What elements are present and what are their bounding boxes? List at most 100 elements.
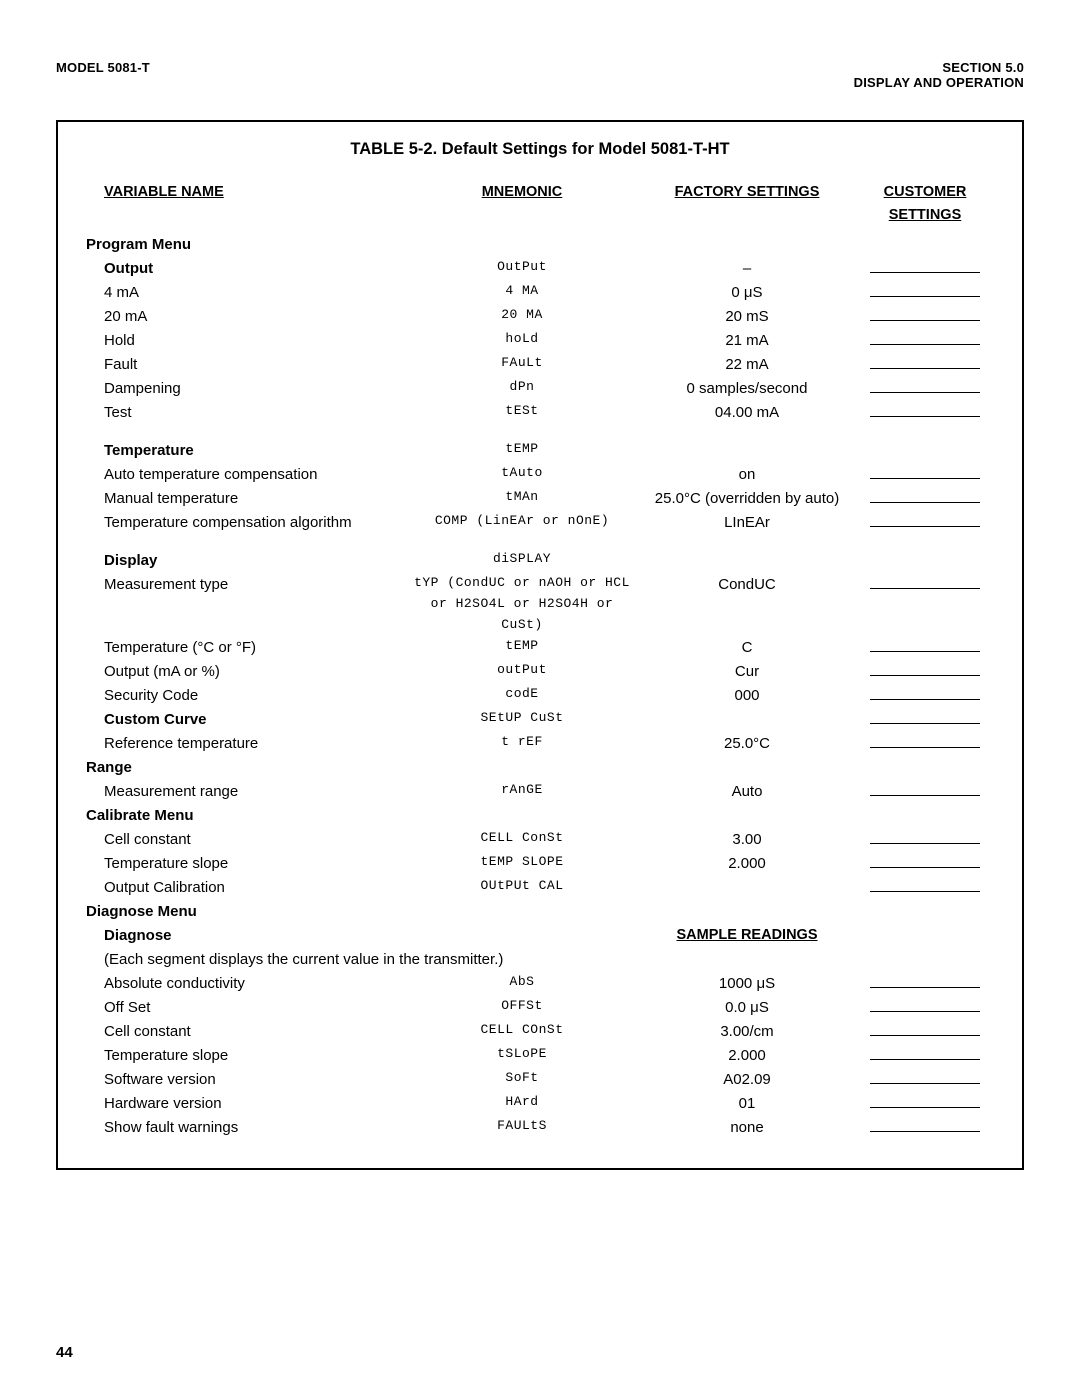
blank-line (870, 1070, 980, 1084)
mnemonic-cell: tEMP SLOPE (406, 852, 646, 873)
col-header-factory: FACTORY SETTINGS (646, 181, 856, 204)
factory-cell: 3.00/cm (646, 1020, 856, 1044)
blank-line (870, 466, 980, 480)
variable-cell: Custom Curve (86, 708, 406, 732)
customer-cell (856, 281, 994, 305)
mnemonic-cell: hoLd (406, 329, 646, 350)
blank-line (870, 260, 980, 274)
header-section: SECTION 5.0 (854, 60, 1024, 75)
mnemonic-cell: OUtPUt CAL (406, 876, 646, 897)
factory-cell: SAMPLE READINGS (646, 924, 856, 947)
variable-cell: Display (86, 549, 406, 573)
mnemonic-cell: CELL ConSt (406, 828, 646, 849)
table-row: Diagnose Menu (86, 900, 994, 924)
blank-line (870, 998, 980, 1012)
factory-cell: Auto (646, 780, 856, 804)
customer-cell (856, 780, 994, 804)
variable-cell: Measurement type (86, 573, 406, 597)
table-title: TABLE 5-2. Default Settings for Model 50… (86, 140, 994, 159)
column-header-row: VARIABLE NAME MNEMONIC FACTORY SETTINGS … (86, 181, 994, 227)
table-row: Temperature compensation algorithmCOMP (… (86, 511, 994, 535)
customer-cell (856, 1020, 994, 1044)
table-row: Absolute conductivityAbS1000 μS (86, 972, 994, 996)
variable-cell: Show fault warnings (86, 1116, 406, 1140)
factory-cell: LInEAr (646, 511, 856, 535)
table-row: FaultFAuLt22 mA (86, 353, 994, 377)
blank-line (870, 878, 980, 892)
mnemonic-cell: t rEF (406, 732, 646, 753)
factory-cell: none (646, 1116, 856, 1140)
blank-line (870, 830, 980, 844)
table-row: DisplaydiSPLAY (86, 549, 994, 573)
table-row: Security CodecodE000 (86, 684, 994, 708)
mnemonic-cell: 20 MA (406, 305, 646, 326)
customer-cell (856, 996, 994, 1020)
table-row: Software versionSoFtA02.09 (86, 1068, 994, 1092)
mnemonic-cell: tYP (CondUC or nAOH or HCL or H2SO4L or … (406, 573, 646, 635)
blank-line (870, 1094, 980, 1108)
variable-cell: Security Code (86, 684, 406, 708)
variable-cell: Off Set (86, 996, 406, 1020)
table-row: Output (mA or %)outPutCur (86, 660, 994, 684)
customer-cell (856, 257, 994, 281)
table-row: Temperature slopetSLoPE2.000 (86, 1044, 994, 1068)
variable-cell: Diagnose (86, 924, 406, 948)
variable-cell: Output (mA or %) (86, 660, 406, 684)
blank-line (870, 284, 980, 298)
variable-cell: Fault (86, 353, 406, 377)
blank-line (870, 332, 980, 346)
table-row: Diagnose SAMPLE READINGS (86, 924, 994, 948)
customer-cell (856, 660, 994, 684)
customer-cell (856, 1044, 994, 1068)
table-row: 4 mA4 MA0 μS (86, 281, 994, 305)
mnemonic-cell: codE (406, 684, 646, 705)
factory-cell: 1000 μS (646, 972, 856, 996)
customer-cell (856, 305, 994, 329)
mnemonic-cell: diSPLAY (406, 549, 646, 570)
mnemonic-cell: 4 MA (406, 281, 646, 302)
factory-cell: 000 (646, 684, 856, 708)
page-number: 44 (56, 1344, 73, 1361)
customer-cell (856, 636, 994, 660)
page: MODEL 5081-T SECTION 5.0 DISPLAY AND OPE… (0, 0, 1080, 1397)
factory-cell: 3.00 (646, 828, 856, 852)
factory-cell: 0 samples/second (646, 377, 856, 401)
customer-cell (856, 1116, 994, 1140)
mnemonic-cell: tSLoPE (406, 1044, 646, 1065)
customer-cell (856, 684, 994, 708)
page-header: MODEL 5081-T SECTION 5.0 DISPLAY AND OPE… (56, 60, 1024, 90)
factory-cell: 0.0 μS (646, 996, 856, 1020)
blank-line (870, 662, 980, 676)
factory-cell: 04.00 mA (646, 401, 856, 425)
table-row: Reference temperaturet rEF25.0°C (86, 732, 994, 756)
variable-cell: 4 mA (86, 281, 406, 305)
customer-cell (856, 852, 994, 876)
customer-cell (856, 353, 994, 377)
table-row: Off SetOFFSt0.0 μS (86, 996, 994, 1020)
variable-cell: Diagnose Menu (86, 900, 406, 924)
customer-cell (856, 401, 994, 425)
variable-cell: Output Calibration (86, 876, 406, 900)
mnemonic-cell: tAuto (406, 463, 646, 484)
variable-cell: Cell constant (86, 828, 406, 852)
blank-line (870, 490, 980, 504)
blank-line (870, 404, 980, 418)
mnemonic-cell: AbS (406, 972, 646, 993)
customer-cell (856, 1092, 994, 1116)
table-row: Show fault warningsFAULtSnone (86, 1116, 994, 1140)
customer-cell (856, 377, 994, 401)
table-row: Temperature slopetEMP SLOPE2.000 (86, 852, 994, 876)
table-row: Calibrate Menu (86, 804, 994, 828)
blank-line (870, 974, 980, 988)
variable-cell: Temperature (°C or °F) (86, 636, 406, 660)
blank-line (870, 734, 980, 748)
customer-cell (856, 828, 994, 852)
table-row: Program Menu (86, 233, 994, 257)
blank-line (870, 686, 980, 700)
table-row: TesttESt04.00 mA (86, 401, 994, 425)
blank-line (870, 782, 980, 796)
variable-cell: Output (86, 257, 406, 281)
blank-line (870, 308, 980, 322)
variable-cell: Temperature slope (86, 852, 406, 876)
variable-cell: 20 mA (86, 305, 406, 329)
